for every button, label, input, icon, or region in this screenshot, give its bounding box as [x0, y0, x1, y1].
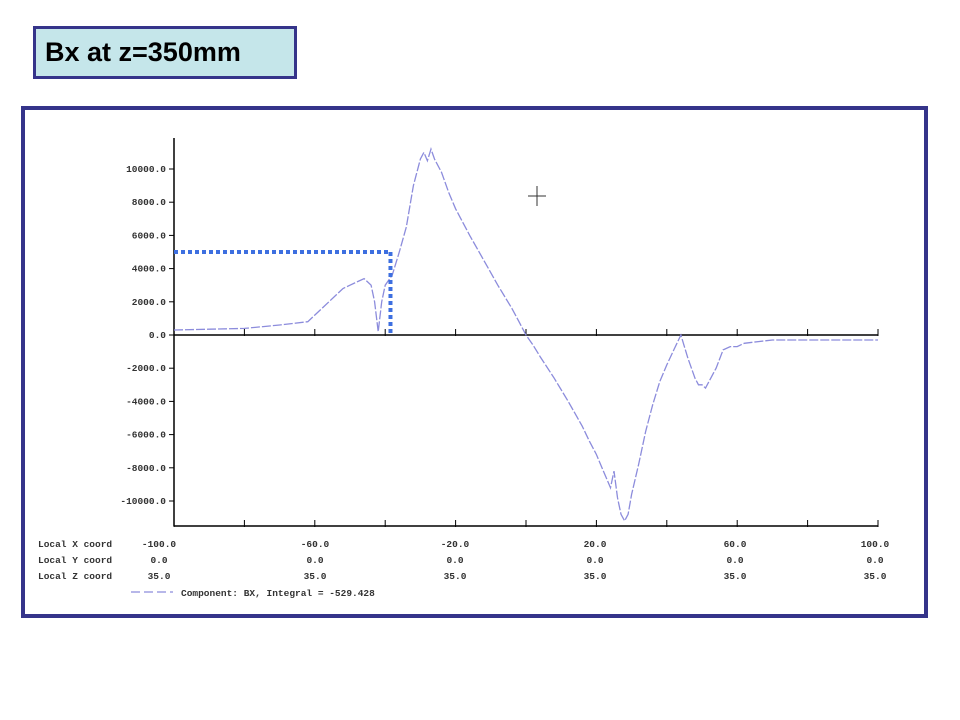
coord-value: 35.0: [584, 571, 607, 582]
coord-value: 0.0: [866, 555, 883, 566]
coord-value: 35.0: [148, 571, 171, 582]
y-tick-label: -10000.0: [120, 496, 166, 507]
coord-value: 0.0: [446, 555, 463, 566]
coord-value: 20.0: [584, 539, 607, 550]
y-tick-label: -8000.0: [126, 463, 166, 474]
y-tick-label: 4000.0: [132, 264, 167, 275]
y-tick-label: 8000.0: [132, 197, 167, 208]
coord-value: -20.0: [441, 539, 470, 550]
y-tick-label: 0.0: [149, 330, 166, 341]
coord-value: 35.0: [444, 571, 467, 582]
coord-value: -60.0: [301, 539, 330, 550]
y-tick-label: -4000.0: [126, 396, 166, 407]
coord-value: 0.0: [726, 555, 743, 566]
coord-value: 0.0: [586, 555, 603, 566]
coord-value: 35.0: [864, 571, 887, 582]
coord-value: 0.0: [150, 555, 167, 566]
coord-row-label: Local Y coord: [38, 555, 112, 566]
coord-value: 35.0: [304, 571, 327, 582]
y-tick-label: 10000.0: [126, 164, 166, 175]
legend-text: Component: BX, Integral = -529.428: [181, 588, 375, 599]
coord-value: -100.0: [142, 539, 177, 550]
y-tick-label: 6000.0: [132, 230, 167, 241]
slide-title: Bx at z=350mm: [45, 37, 241, 67]
plot-frame: 10000.0 8000.0 6000.0 4000.0 2000.0 0.0 -2000.…: [21, 106, 928, 618]
bx-chart: 10000.0 8000.0 6000.0 4000.0 2000.0 0.0 -2000.…: [38, 138, 890, 599]
coord-row-label: Local Z coord: [38, 571, 112, 582]
title-box: Bx at z=350mm: [33, 26, 297, 79]
y-tick-label: -2000.0: [126, 363, 166, 374]
y-tick-label: -6000.0: [126, 430, 166, 441]
coord-value: 35.0: [724, 571, 747, 582]
coord-row-label: Local X coord: [38, 539, 112, 550]
coord-value: 0.0: [306, 555, 323, 566]
y-tick-label: 2000.0: [132, 297, 167, 308]
bx-series-line: [173, 147, 878, 523]
coord-value: 60.0: [724, 539, 747, 550]
coord-value: 100.0: [861, 539, 890, 550]
